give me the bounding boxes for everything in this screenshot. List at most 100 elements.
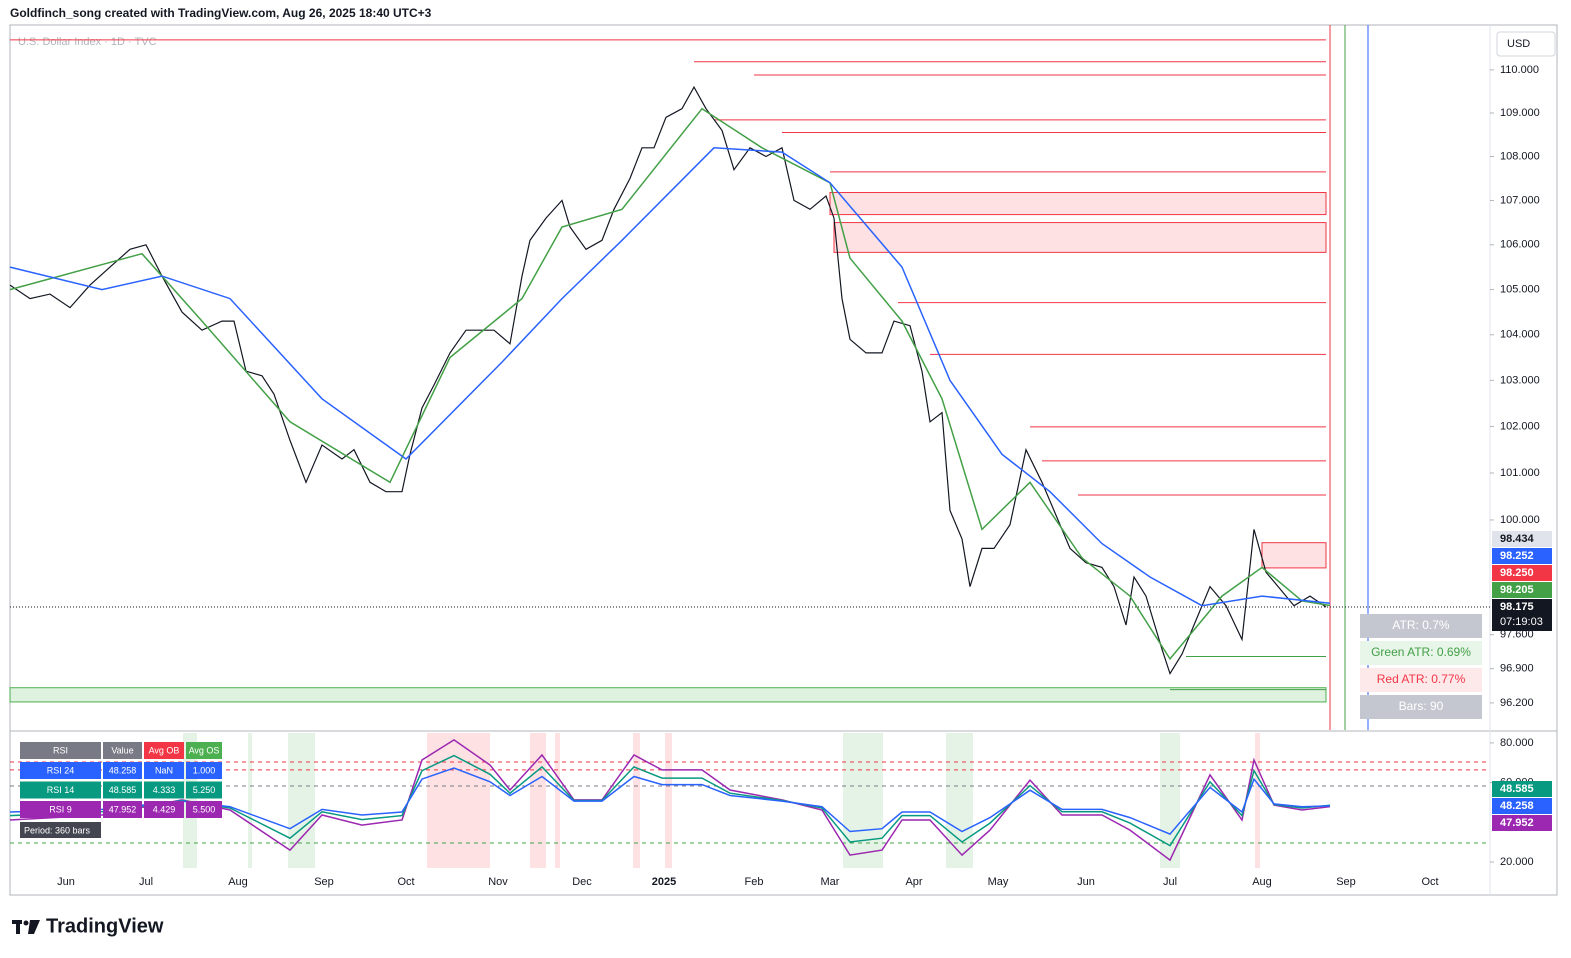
- ob-zone: [665, 733, 672, 868]
- atr-box: [1360, 695, 1482, 719]
- table-value: RSI 24: [47, 765, 75, 775]
- x-tick-label: Oct: [1421, 876, 1438, 888]
- atr-label: Red ATR: 0.77%: [1377, 672, 1466, 686]
- ob-zone: [530, 733, 546, 868]
- price-tag: [1492, 548, 1552, 564]
- logo-part: [16, 920, 20, 934]
- y-tick-label: 109.000: [1500, 107, 1540, 119]
- table-value: 47.952: [109, 804, 137, 814]
- x-tick-label: Dec: [572, 876, 592, 888]
- ob-zone: [633, 733, 640, 868]
- os-zone: [288, 733, 315, 868]
- table-value: RSI 14: [47, 785, 75, 795]
- price-tag-label: 98.175: [1500, 601, 1534, 613]
- y-tick-label: 106.000: [1500, 239, 1540, 251]
- table-value: 5.250: [193, 785, 216, 795]
- table-value: RSI 9: [49, 804, 72, 814]
- table-cell: [20, 762, 101, 779]
- y-tick-label: 97.600: [1500, 629, 1534, 641]
- table-cell: [186, 801, 222, 818]
- currency: USD: [1507, 38, 1530, 50]
- atr-box: [1360, 614, 1482, 638]
- y-tick-label: 96.900: [1500, 663, 1534, 675]
- x-tick-label: Jun: [1077, 876, 1095, 888]
- y-tick-label: 101.000: [1500, 467, 1540, 479]
- table-cell: [186, 781, 222, 799]
- rsi-tag-label: 48.258: [1500, 800, 1534, 812]
- table-header-cell: [103, 742, 142, 759]
- table-header-cell: [20, 742, 101, 759]
- rsi-tag: [1492, 815, 1552, 831]
- atr-label: Green ATR: 0.69%: [1371, 645, 1471, 659]
- price-tag-label: 98.205: [1500, 584, 1534, 596]
- rsi-tag: [1492, 798, 1552, 814]
- atr-box: [1360, 668, 1482, 692]
- table-value: 48.258: [109, 765, 137, 775]
- symbol-legend: U.S. Dollar Index · 1D · TVC: [18, 36, 157, 48]
- rsi-line: [9, 739, 1331, 862]
- table-value: NaN: [155, 765, 173, 775]
- x-tick-label: May: [988, 876, 1009, 888]
- brand-logo: [12, 920, 40, 934]
- x-tick-label: Jul: [1163, 876, 1177, 888]
- x-tick-label: Nov: [488, 876, 508, 888]
- price-tag: [1492, 565, 1552, 581]
- x-tick-label: Aug: [1252, 876, 1272, 888]
- table-value: 1.000: [193, 765, 216, 775]
- price-tag: [1492, 582, 1552, 598]
- atr-box: [1360, 641, 1482, 665]
- ob-zone: [555, 733, 560, 868]
- y-tick-label: 107.000: [1500, 194, 1540, 206]
- os-zone: [1160, 733, 1180, 868]
- brand: TradingView: [46, 915, 164, 937]
- table-header-cell: [186, 742, 222, 759]
- y-tick-label: 105.000: [1500, 283, 1540, 295]
- y-tick-label: 100.000: [1500, 514, 1540, 526]
- moving-average: [9, 147, 1331, 607]
- table-footer: Period: 360 bars: [24, 825, 91, 835]
- resistance-zone: [833, 222, 1327, 253]
- price-tag-label: 98.252: [1500, 550, 1534, 562]
- support-zone: [9, 687, 1327, 703]
- x-tick-label: Jun: [57, 876, 75, 888]
- logo-part: [28, 920, 40, 934]
- os-zone: [843, 733, 883, 868]
- moving-average: [9, 107, 1331, 661]
- table-value: 48.585: [109, 785, 137, 795]
- table-cell: [20, 801, 101, 818]
- price-tag: [1492, 531, 1552, 547]
- y-tick-label: 96.200: [1500, 697, 1534, 709]
- currency-button[interactable]: [1496, 31, 1556, 57]
- y-tick-label: 108.000: [1500, 150, 1540, 162]
- x-tick-label: Jul: [139, 876, 153, 888]
- rsi-tag: [1492, 781, 1552, 797]
- price-line: [9, 85, 1327, 676]
- os-zone: [946, 733, 973, 868]
- table-value: 4.333: [153, 785, 176, 795]
- resistance-zone: [1261, 542, 1327, 569]
- rsi-line: [9, 754, 1331, 847]
- atr-label: ATR: 0.7%: [1392, 618, 1449, 632]
- y-tick-label: 103.000: [1500, 374, 1540, 386]
- y-tick-label: 20.000: [1500, 856, 1534, 868]
- table-header: Avg OS: [189, 745, 220, 755]
- table-header: Avg OB: [149, 745, 180, 755]
- table-cell: [144, 781, 184, 799]
- price-tag: [1492, 599, 1552, 631]
- x-tick-label: Sep: [314, 876, 334, 888]
- x-tick-label: Feb: [745, 876, 764, 888]
- table-header: RSI: [53, 745, 68, 755]
- chart-frame: [9, 24, 1558, 896]
- os-zone: [248, 733, 252, 868]
- table-cell: [103, 781, 142, 799]
- table-cell: [103, 801, 142, 818]
- x-tick-label: Apr: [905, 876, 922, 888]
- table-cell: [144, 762, 184, 779]
- table-header-cell: [144, 742, 184, 759]
- y-tick-label: 80.000: [1500, 737, 1534, 749]
- rsi-zones: [183, 733, 1260, 868]
- x-tick-label: Oct: [397, 876, 414, 888]
- table-value: 5.500: [193, 804, 216, 814]
